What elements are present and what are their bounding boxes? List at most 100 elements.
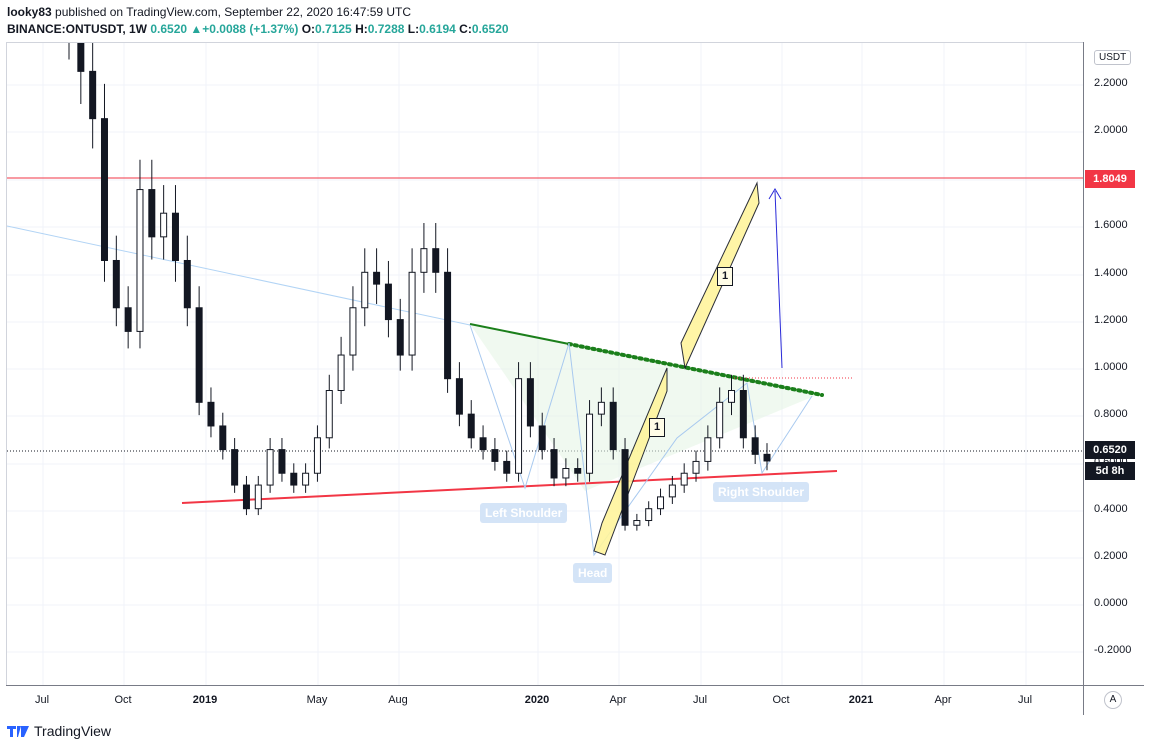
open-label: O: bbox=[301, 22, 316, 36]
candle-body bbox=[657, 496, 665, 510]
chart-header: looky83 published on TradingView.com, Se… bbox=[0, 0, 1149, 40]
candle-body bbox=[112, 259, 120, 309]
current-price-tag: 0.6520 bbox=[1085, 441, 1135, 459]
candle-body bbox=[384, 283, 392, 321]
time-tick: May bbox=[306, 694, 328, 706]
candle-body bbox=[538, 425, 546, 451]
candle-body bbox=[349, 307, 357, 356]
time-tick: Oct bbox=[114, 694, 132, 706]
candle-body bbox=[728, 390, 736, 403]
resistance-price-tag: 1.8049 bbox=[1085, 170, 1135, 188]
candle-body bbox=[195, 307, 203, 403]
symbol-name[interactable]: BINANCE:ONTUSDT, 1W bbox=[7, 22, 147, 36]
time-axis[interactable]: Jul Oct 2019 May Aug 2020 Apr Jul Oct 2021 Apr Jul bbox=[6, 685, 1083, 715]
target-arrowhead bbox=[768, 188, 782, 200]
candle-body bbox=[562, 468, 570, 479]
chart-pane[interactable]: Left Shoulder Head Right Shoulder 1 1 bbox=[6, 42, 1084, 686]
tradingview-logo-icon bbox=[7, 726, 29, 737]
candle-body bbox=[751, 437, 759, 455]
candle-body bbox=[432, 248, 440, 273]
candle-body bbox=[668, 484, 676, 498]
publish-info: looky83 published on TradingView.com, Se… bbox=[7, 5, 411, 19]
candle-body bbox=[515, 378, 523, 474]
price-tick: 1.2000 bbox=[1094, 314, 1128, 326]
time-tick: Jul bbox=[692, 694, 708, 706]
candle-body bbox=[171, 212, 179, 261]
candle-body bbox=[491, 449, 499, 462]
currency-button[interactable]: USDT bbox=[1094, 50, 1132, 65]
candle-body bbox=[467, 413, 475, 439]
candle-body bbox=[633, 520, 641, 526]
candle-body bbox=[207, 401, 215, 427]
candle-body bbox=[325, 390, 333, 439]
price-tick: 0.2000 bbox=[1094, 550, 1128, 562]
candle-body bbox=[609, 401, 617, 451]
candle-body bbox=[716, 401, 724, 439]
candle-body bbox=[680, 472, 688, 486]
head-shoulders-pattern bbox=[469, 324, 813, 557]
time-tick: 2021 bbox=[848, 694, 874, 706]
candle-body bbox=[313, 437, 321, 474]
candle-body bbox=[254, 484, 262, 510]
candle-body bbox=[550, 449, 558, 479]
time-tick: Oct bbox=[772, 694, 790, 706]
high-value: 0.7288 bbox=[367, 22, 405, 36]
high-label: H: bbox=[355, 22, 368, 36]
candle-body bbox=[704, 437, 712, 462]
candle-body bbox=[124, 307, 132, 332]
candle-body bbox=[621, 449, 629, 526]
candle-body bbox=[586, 413, 594, 474]
candle-body bbox=[420, 248, 428, 273]
candle-body bbox=[160, 212, 168, 238]
time-tick: 2019 bbox=[192, 694, 218, 706]
candle-body bbox=[290, 472, 298, 486]
candle-body bbox=[100, 118, 108, 261]
price-tick: 0.4000 bbox=[1094, 503, 1128, 515]
candle-body bbox=[77, 43, 85, 72]
author-name[interactable]: looky83 bbox=[7, 5, 52, 19]
candle-body bbox=[479, 437, 487, 451]
candle-body bbox=[396, 319, 404, 356]
time-tick: 2020 bbox=[524, 694, 550, 706]
candle-body bbox=[148, 189, 156, 238]
candle-body bbox=[739, 390, 747, 439]
candle-body bbox=[242, 484, 250, 510]
candle-body bbox=[361, 271, 369, 309]
price-tick: -0.2000 bbox=[1094, 644, 1132, 656]
time-tick: Apr bbox=[609, 694, 627, 706]
tradingview-logo[interactable]: TradingView bbox=[7, 723, 111, 739]
long-trendline bbox=[7, 225, 471, 326]
symbol-legend: BINANCE:ONTUSDT, 1W 0.6520 ▲+0.0088 (+1.… bbox=[7, 22, 509, 36]
right-shoulder-label: Right Shoulder bbox=[713, 482, 809, 502]
candle-body bbox=[455, 378, 463, 415]
time-tick: Apr bbox=[934, 694, 952, 706]
candle-body bbox=[763, 453, 771, 462]
target-label-2: 1 bbox=[717, 267, 733, 286]
left-shoulder-label: Left Shoulder bbox=[480, 503, 568, 523]
candles bbox=[68, 43, 771, 531]
last-price: 0.6520 bbox=[150, 22, 188, 36]
target-channel-1 bbox=[593, 367, 668, 556]
target-arrow bbox=[774, 190, 783, 369]
candle-body bbox=[692, 460, 700, 474]
head-label: Head bbox=[573, 563, 613, 583]
time-tick: Aug bbox=[388, 694, 408, 706]
candle-body bbox=[645, 508, 653, 522]
candle-body bbox=[89, 70, 97, 120]
descending-resistance bbox=[469, 323, 570, 345]
candle-body bbox=[219, 425, 227, 451]
open-value: 0.7125 bbox=[315, 22, 352, 36]
candle-body bbox=[337, 354, 345, 392]
chart-canvas[interactable] bbox=[7, 43, 1084, 686]
price-tick: 2.0000 bbox=[1094, 124, 1128, 136]
candle-body bbox=[526, 378, 534, 427]
auto-scale-button[interactable]: A bbox=[1104, 691, 1122, 709]
price-change: ▲+0.0088 (+1.37%) bbox=[190, 22, 299, 36]
candle-body bbox=[373, 271, 381, 285]
candle-body bbox=[574, 468, 582, 474]
candle-body bbox=[266, 449, 274, 486]
price-axis[interactable]: USDT 2.20002.00001.80001.60001.40001.200… bbox=[1083, 42, 1144, 685]
close-value: 0.6520 bbox=[471, 22, 509, 36]
candle-body bbox=[183, 259, 191, 309]
time-tick: Jul bbox=[34, 694, 50, 706]
